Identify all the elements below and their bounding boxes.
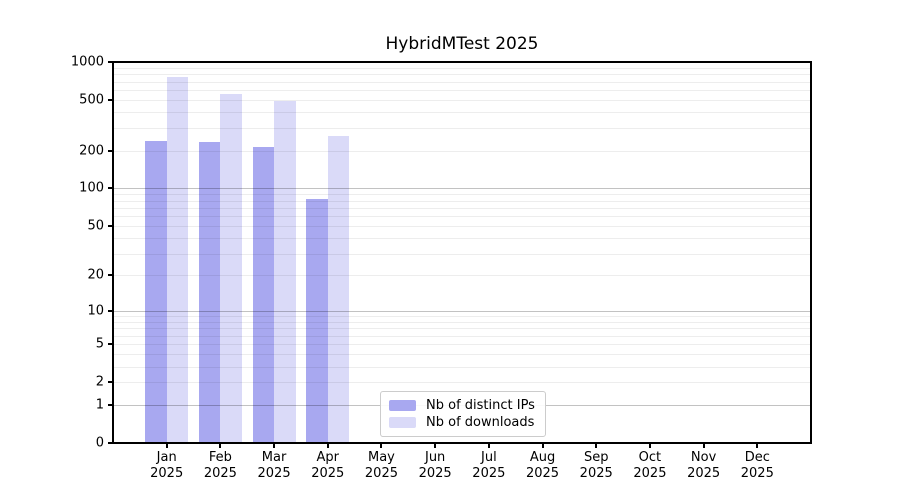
gridline-minor-400: [113, 112, 811, 114]
y-tick-1: [108, 403, 113, 406]
y-tick-5: [108, 343, 113, 346]
x-tick-oct: [648, 443, 651, 448]
gridline-minor-500: [113, 100, 811, 102]
x-tick-feb: [219, 443, 222, 448]
legend-item-distinct-ips: Nb of distinct IPs: [389, 398, 537, 413]
y-tick-20: [108, 274, 113, 277]
legend-swatch-downloads: [389, 417, 416, 428]
legend: Nb of distinct IPs Nb of downloads: [380, 391, 546, 437]
x-tick-label-oct: Oct 2025: [633, 450, 667, 481]
gridline-minor-80: [113, 200, 811, 202]
y-tick-1000: [108, 61, 113, 63]
y-tick-label-5: 5: [95, 336, 104, 352]
gridline-minor-8: [113, 321, 811, 323]
x-tick-jul: [487, 443, 490, 448]
bar-nb-of-distinct-ips-apr: [306, 198, 328, 443]
gridline-minor-4: [113, 354, 811, 356]
y-tick-label-0: 0: [95, 435, 104, 451]
gridline-minor-300: [113, 128, 811, 130]
x-tick-label-mar: Mar 2025: [257, 450, 291, 481]
gridline-minor-900: [113, 67, 811, 69]
legend-label-distinct-ips: Nb of distinct IPs: [426, 398, 535, 413]
y-tick-label-1000: 1000: [70, 54, 104, 70]
y-tick-0: [108, 442, 113, 444]
x-tick-jan: [165, 443, 168, 448]
gridline-minor-70: [113, 207, 811, 209]
x-tick-may: [380, 443, 383, 448]
legend-item-downloads: Nb of downloads: [389, 415, 537, 430]
x-tick-apr: [326, 443, 329, 448]
bar-nb-of-downloads-apr: [327, 136, 350, 443]
gridline-minor-800: [113, 74, 811, 76]
y-tick-2: [108, 381, 113, 384]
x-tick-label-apr: Apr 2025: [311, 450, 345, 481]
gridline-minor-40: [113, 238, 811, 240]
x-tick-mar: [273, 443, 276, 448]
y-tick-label-2: 2: [95, 374, 104, 390]
x-tick-label-jun: Jun 2025: [418, 450, 452, 481]
x-tick-label-aug: Aug 2025: [525, 450, 560, 481]
bar-nb-of-downloads-feb: [220, 93, 242, 443]
gridline-minor-9: [113, 316, 811, 318]
gridline-minor-60: [113, 216, 811, 218]
gridline-minor-700: [113, 81, 811, 83]
bar-nb-of-downloads-mar: [274, 101, 296, 443]
x-tick-sep: [595, 443, 598, 448]
y-tick-label-500: 500: [79, 92, 104, 108]
x-tick-aug: [541, 443, 544, 448]
bar-nb-of-distinct-ips-mar: [252, 146, 275, 443]
x-tick-label-dec: Dec 2025: [740, 450, 774, 481]
gridline-minor-5: [113, 344, 811, 346]
gridline-minor-600: [113, 90, 811, 92]
x-tick-label-nov: Nov 2025: [687, 450, 721, 481]
y-tick-10: [108, 309, 113, 312]
gridline-minor-30: [113, 253, 811, 255]
bar-nb-of-downloads-jan: [166, 77, 189, 443]
gridline-minor-7: [113, 328, 811, 330]
x-tick-nov: [702, 443, 705, 448]
y-tick-label-1: 1: [95, 397, 104, 413]
gridline-minor-90: [113, 194, 811, 196]
gridline-minor-20: [113, 275, 811, 277]
x-tick-label-may: May 2025: [364, 450, 398, 481]
x-tick-label-jul: Jul 2025: [472, 450, 506, 481]
y-tick-500: [108, 99, 113, 102]
y-tick-200: [108, 149, 113, 152]
bar-nb-of-distinct-ips-jan: [145, 140, 167, 443]
bar-nb-of-distinct-ips-feb: [198, 142, 221, 443]
gridline-minor-6: [113, 335, 811, 337]
gridline-minor-2: [113, 382, 811, 384]
x-tick-label-jan: Jan 2025: [150, 450, 184, 481]
gridline-major-100: [113, 188, 811, 190]
x-tick-jun: [434, 443, 437, 448]
gridline-minor-200: [113, 150, 811, 152]
x-tick-label-sep: Sep 2025: [579, 450, 613, 481]
y-tick-label-100: 100: [79, 180, 104, 196]
x-tick-dec: [756, 443, 759, 448]
y-tick-label-20: 20: [87, 267, 104, 283]
y-tick-label-200: 200: [79, 143, 104, 159]
y-tick-50: [108, 225, 113, 228]
y-tick-label-50: 50: [87, 218, 104, 234]
x-tick-label-feb: Feb 2025: [203, 450, 237, 481]
gridline-minor-3: [113, 366, 811, 368]
y-tick-label-10: 10: [87, 303, 104, 319]
chart-title: HybridMTest 2025: [385, 34, 539, 54]
legend-label-downloads: Nb of downloads: [426, 415, 535, 430]
gridline-major-10: [113, 310, 811, 312]
legend-swatch-distinct-ips: [389, 400, 416, 411]
gridline-minor-50: [113, 226, 811, 228]
y-tick-100: [108, 187, 113, 190]
